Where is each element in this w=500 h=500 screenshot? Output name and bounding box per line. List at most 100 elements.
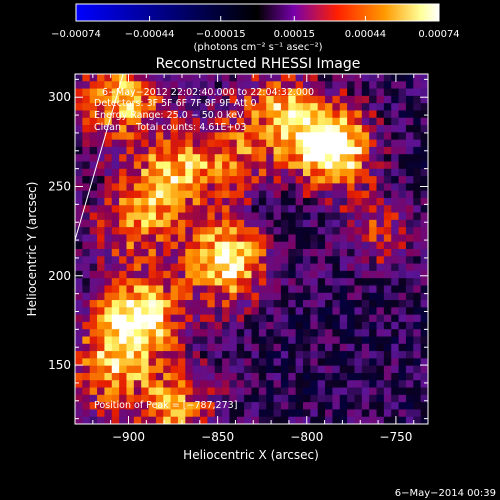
heatmap-cell [192, 161, 201, 170]
heatmap-cell [104, 74, 113, 82]
heatmap-cell [420, 249, 428, 257]
heatmap-cell [163, 387, 172, 396]
annotation-time-range: 6−May−2012 22:02:40.000 to 22:04:32.000 [102, 87, 314, 98]
heatmap-cell [273, 117, 282, 126]
heatmap-cell [302, 372, 311, 381]
heatmap-cell [200, 176, 208, 184]
heatmap-cell [273, 190, 282, 199]
heatmap-cell [141, 321, 150, 330]
heatmap-cell [258, 197, 267, 206]
heatmap-cell [133, 409, 142, 418]
heatmap-cell [273, 278, 282, 287]
heatmap-cell [111, 365, 120, 374]
heatmap-cell [75, 117, 83, 126]
heatmap-cell [288, 103, 297, 112]
heatmap-cell [258, 321, 267, 330]
heatmap-cell [214, 256, 223, 265]
heatmap-cell [258, 300, 267, 308]
heatmap-cell [222, 103, 231, 112]
heatmap-cell [207, 81, 216, 90]
heatmap-cell [126, 190, 135, 199]
heatmap-cell [185, 249, 194, 257]
heatmap-cell [258, 380, 267, 389]
heatmap-cell [391, 81, 400, 90]
heatmap-cell [347, 270, 356, 279]
heatmap-cell [89, 402, 98, 411]
heatmap-cell [104, 314, 113, 323]
heatmap-cell [200, 402, 208, 411]
heatmap-cell [325, 117, 333, 126]
heatmap-cell [413, 190, 422, 199]
heatmap-cell [244, 351, 253, 359]
heatmap-cell [310, 402, 319, 411]
heatmap-cell [391, 205, 400, 214]
heatmap-cell [200, 314, 208, 323]
heatmap-cell [347, 365, 356, 374]
heatmap-cell [310, 336, 319, 345]
heatmap-cell [398, 205, 407, 214]
heatmap-cell [273, 110, 282, 119]
heatmap-cell [273, 416, 282, 424]
heatmap-cell [420, 88, 428, 97]
heatmap-cell [391, 307, 400, 316]
heatmap-cell [244, 146, 253, 155]
heatmap-cell [413, 270, 422, 279]
heatmap-cell [383, 285, 392, 294]
heatmap-cell [126, 263, 135, 272]
heatmap-cell [82, 125, 91, 133]
heatmap-cell [141, 365, 150, 374]
heatmap-cell [119, 154, 128, 163]
heatmap-cell [104, 409, 113, 418]
heatmap-cell [126, 103, 135, 112]
heatmap-cell [383, 146, 392, 155]
heatmap-cell [229, 146, 238, 155]
heatmap-cell [104, 372, 113, 381]
heatmap-cell [310, 161, 319, 170]
heatmap-cell [89, 234, 98, 243]
heatmap-cell [310, 394, 319, 403]
heatmap-cell [361, 358, 370, 367]
heatmap-cell [273, 300, 282, 308]
heatmap-cell [295, 88, 304, 97]
heatmap-cell [148, 300, 157, 308]
heatmap-cell [280, 219, 289, 228]
heatmap-cell [229, 263, 238, 272]
heatmap-cell [104, 125, 113, 133]
heatmap-cell [75, 103, 83, 112]
heatmap-cell [214, 292, 223, 301]
heatmap-cell [295, 416, 304, 424]
heatmap-cell [214, 285, 223, 294]
heatmap-cell [317, 314, 326, 323]
heatmap-cell [420, 241, 428, 250]
heatmap-cell [413, 416, 422, 424]
colorbar-tick-label: 0.00044 [345, 29, 386, 40]
heatmap-cell [310, 227, 319, 236]
heatmap-cell [280, 81, 289, 90]
heatmap-cell [251, 263, 260, 272]
heatmap-cell [369, 343, 378, 352]
heatmap-cell [339, 212, 348, 221]
heatmap-cell [185, 161, 194, 170]
heatmap-cell [420, 256, 428, 265]
heatmap-cell [302, 285, 311, 294]
heatmap-cell [207, 125, 216, 133]
heatmap-cell [288, 292, 297, 301]
heatmap-cell [295, 321, 304, 330]
heatmap-cell [177, 358, 186, 367]
heatmap-cell [354, 95, 363, 104]
heatmap-cell [302, 154, 311, 163]
heatmap-cell [332, 256, 341, 265]
heatmap-cell [295, 241, 304, 250]
heatmap-cell [383, 380, 392, 389]
heatmap-cell [376, 416, 385, 424]
heatmap-cell [192, 329, 201, 338]
heatmap-cell [89, 285, 98, 294]
heatmap-cell [148, 103, 157, 112]
heatmap-cell [376, 117, 385, 126]
heatmap-cell [251, 132, 260, 141]
heatmap-cell [192, 212, 201, 221]
heatmap-cell [244, 278, 253, 287]
heatmap-cell [236, 241, 245, 250]
heatmap-cell [317, 110, 326, 119]
heatmap-cell [244, 387, 253, 396]
